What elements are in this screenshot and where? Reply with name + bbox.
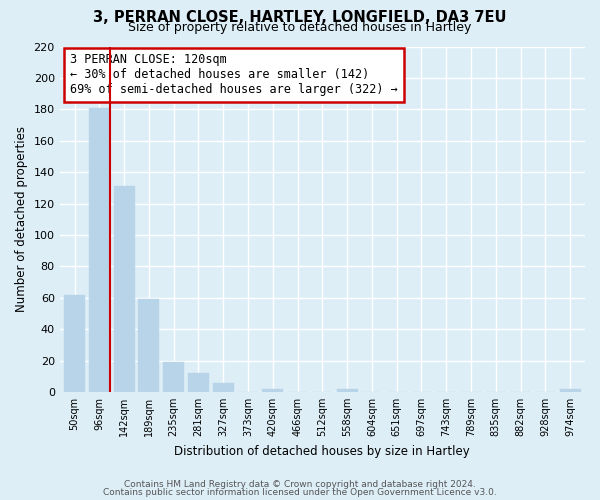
Bar xyxy=(139,300,160,392)
Bar xyxy=(212,382,234,392)
Bar xyxy=(89,108,110,392)
Text: 3 PERRAN CLOSE: 120sqm
← 30% of detached houses are smaller (142)
69% of semi-de: 3 PERRAN CLOSE: 120sqm ← 30% of detached… xyxy=(70,54,398,96)
Bar xyxy=(163,362,184,392)
Bar xyxy=(262,389,283,392)
Bar xyxy=(188,373,209,392)
Text: Contains public sector information licensed under the Open Government Licence v3: Contains public sector information licen… xyxy=(103,488,497,497)
Bar xyxy=(113,186,134,392)
Bar xyxy=(64,294,85,392)
Text: 3, PERRAN CLOSE, HARTLEY, LONGFIELD, DA3 7EU: 3, PERRAN CLOSE, HARTLEY, LONGFIELD, DA3… xyxy=(93,10,507,25)
Text: Contains HM Land Registry data © Crown copyright and database right 2024.: Contains HM Land Registry data © Crown c… xyxy=(124,480,476,489)
Bar xyxy=(337,389,358,392)
Text: Size of property relative to detached houses in Hartley: Size of property relative to detached ho… xyxy=(128,22,472,35)
Y-axis label: Number of detached properties: Number of detached properties xyxy=(15,126,28,312)
X-axis label: Distribution of detached houses by size in Hartley: Distribution of detached houses by size … xyxy=(175,444,470,458)
Bar xyxy=(560,389,581,392)
